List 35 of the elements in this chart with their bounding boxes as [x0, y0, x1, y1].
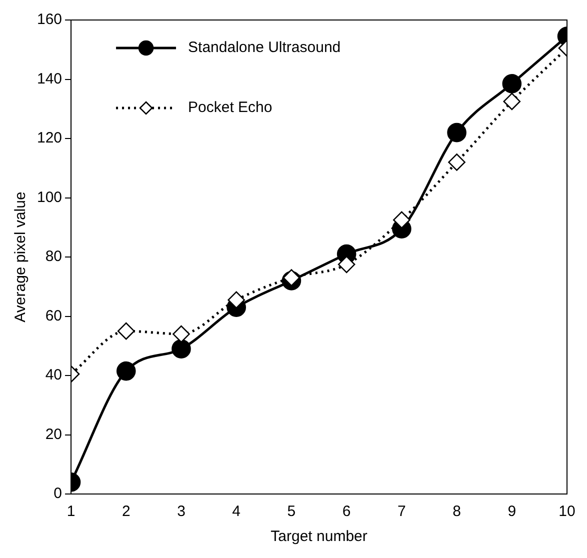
y-tick-label: 40 [45, 366, 62, 384]
x-tick-label: 3 [177, 503, 186, 520]
point [338, 256, 356, 274]
x-tick-label: 2 [122, 503, 130, 520]
y-tick-label: 100 [36, 188, 62, 206]
y-tick-label: 80 [45, 248, 62, 266]
x-tick-label: 6 [342, 503, 351, 520]
point [502, 74, 522, 94]
x-tick-label: 9 [508, 503, 516, 520]
x-tick-label: 7 [398, 503, 406, 520]
point [116, 361, 136, 381]
y-tick-label: 120 [36, 130, 62, 147]
x-tick-label: 5 [287, 503, 296, 520]
y-tick-label: 20 [45, 426, 62, 443]
point [282, 269, 300, 286]
y-tick-label: 60 [45, 307, 62, 324]
y-tick-label: 160 [36, 11, 62, 28]
x-tick-label: 8 [452, 503, 461, 520]
point [393, 211, 410, 229]
point [228, 291, 245, 309]
point [172, 339, 191, 358]
x-tick-label: 4 [232, 503, 241, 520]
y-tick-label: 140 [36, 70, 62, 88]
legend-label: Pocket Echo [188, 99, 272, 116]
y-axis-title: Average pixel value [12, 192, 30, 322]
x-tick-label: 10 [558, 503, 576, 520]
x-axis-title: Target number [270, 528, 368, 546]
x-tick-label: 1 [66, 503, 76, 520]
point [447, 122, 466, 142]
y-tick-label: 0 [54, 485, 62, 502]
legend-label: Standalone Ultrasound [188, 39, 341, 56]
point [117, 322, 135, 340]
point [503, 92, 521, 110]
point [172, 325, 190, 343]
point [448, 154, 466, 171]
